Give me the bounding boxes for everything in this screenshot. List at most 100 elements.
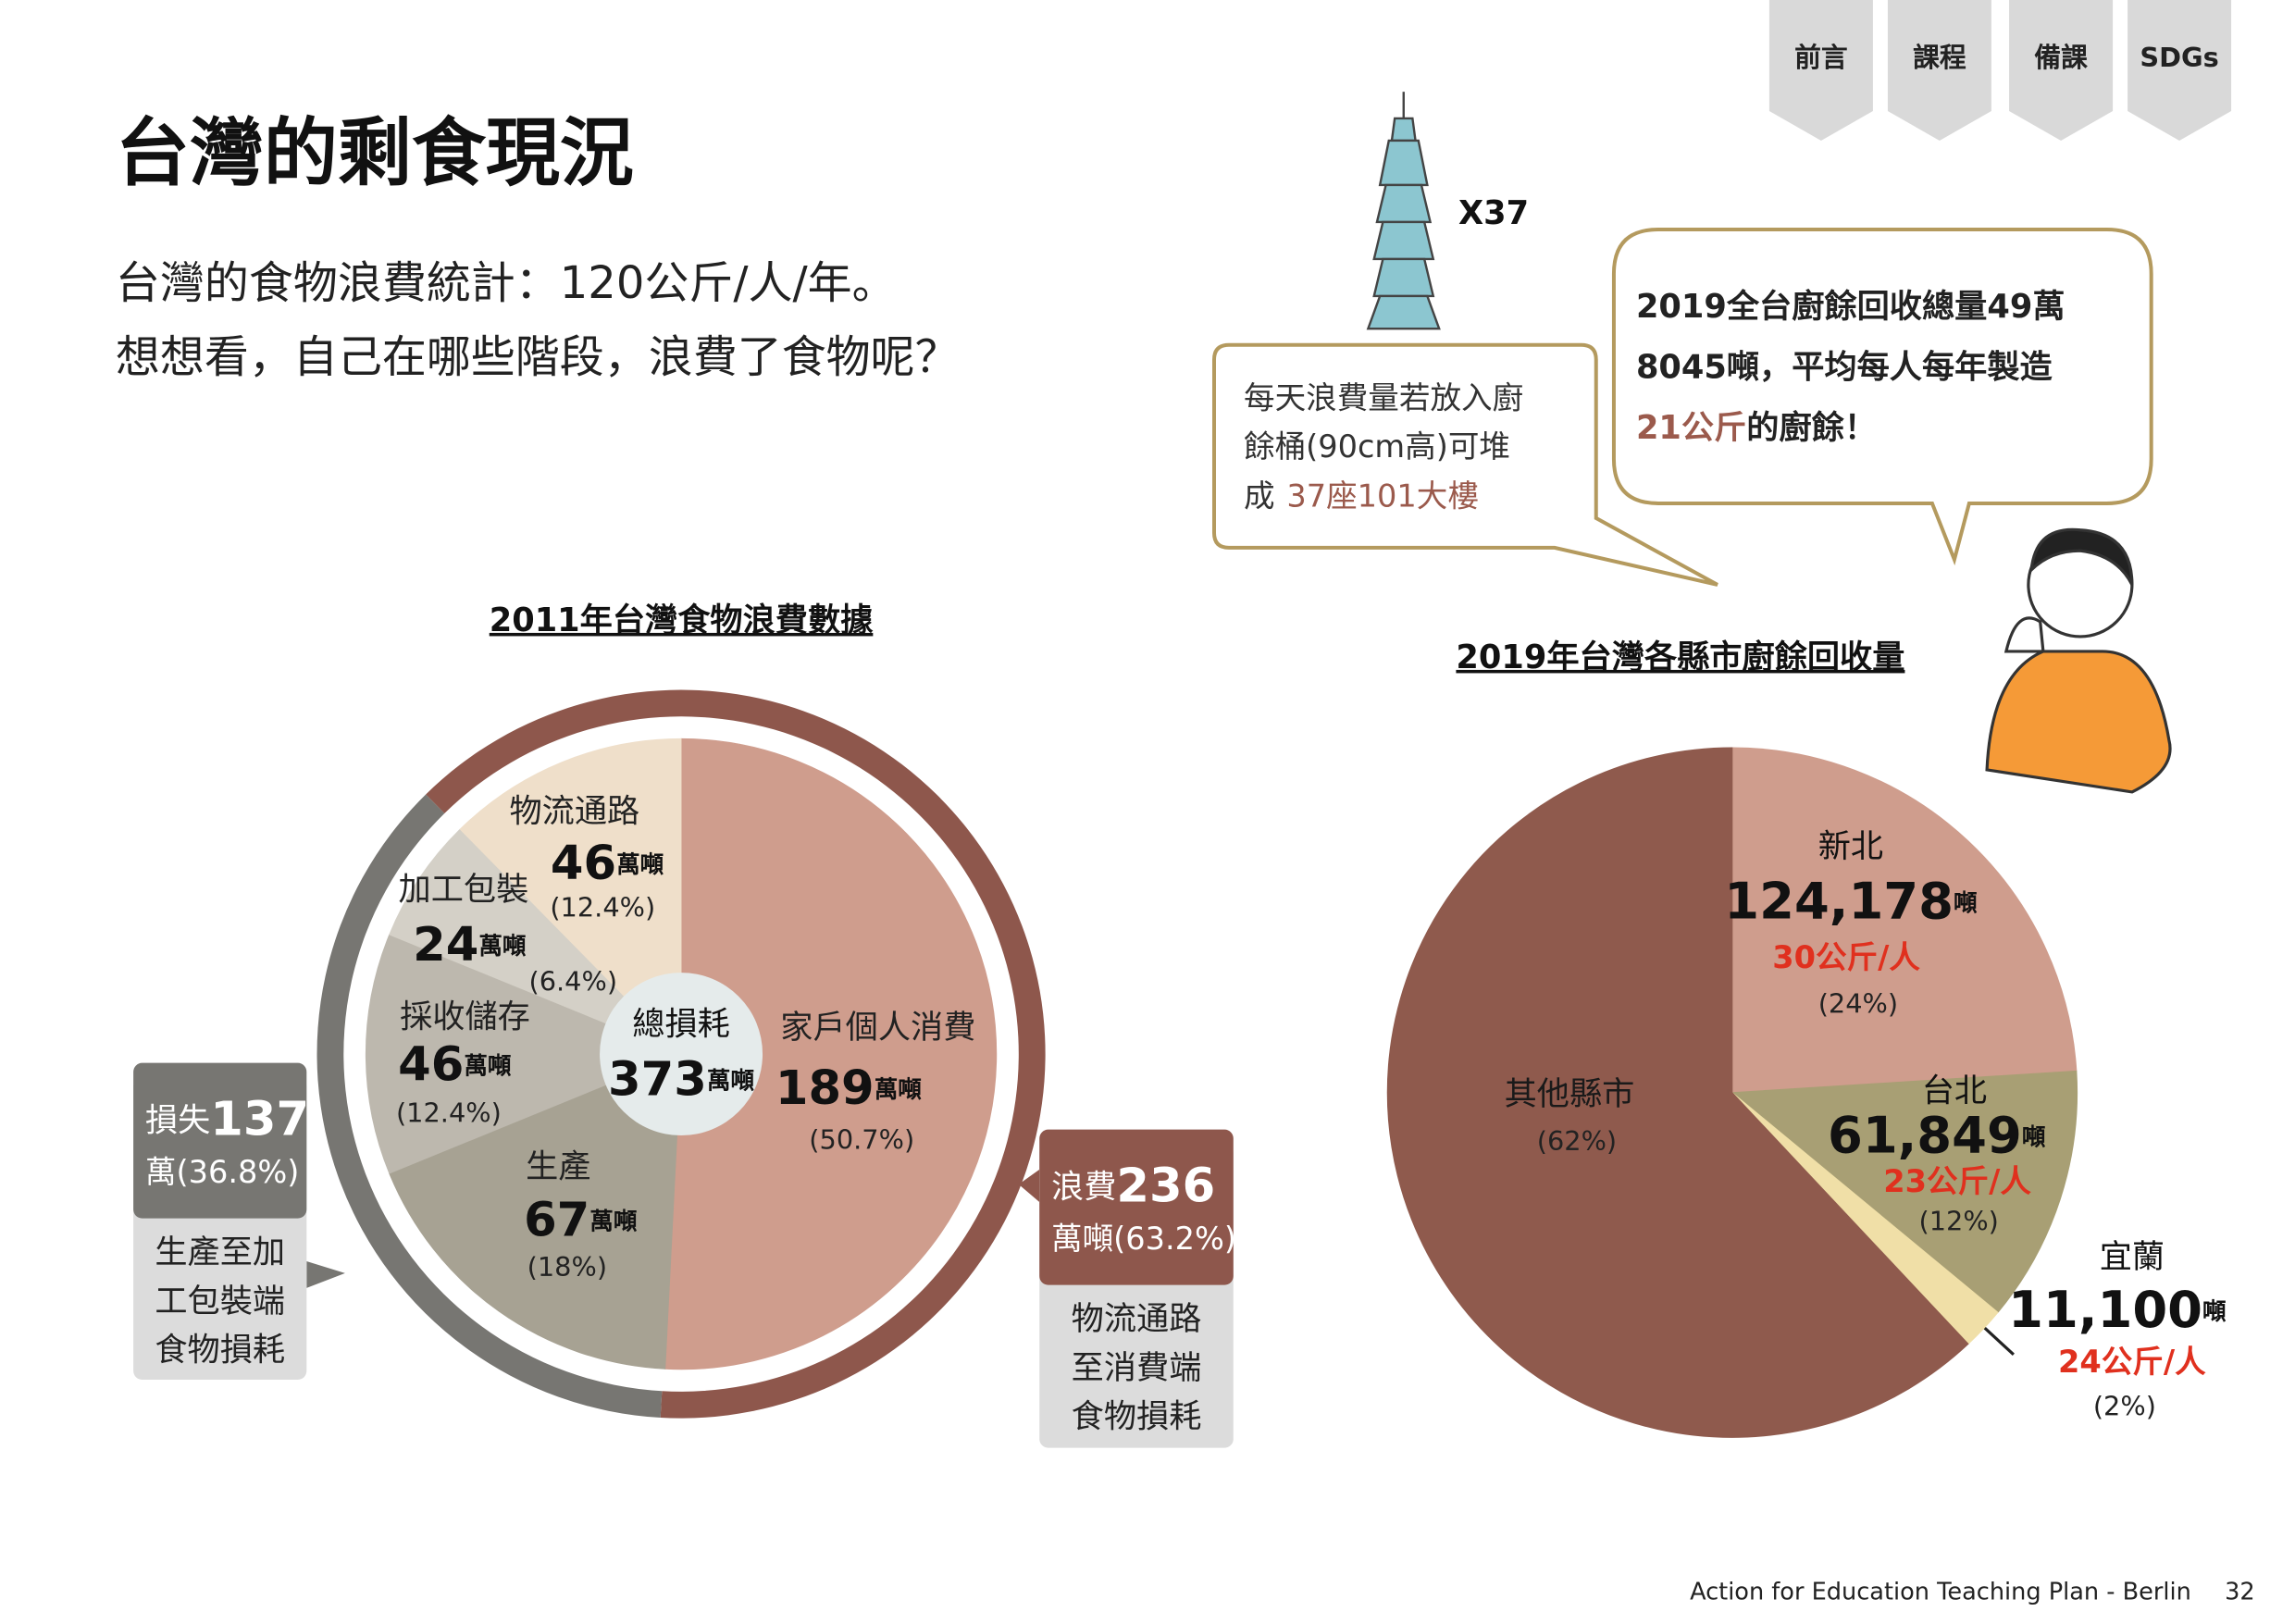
bubble-text: 8045噸，平均每人每年製造: [1636, 348, 2053, 386]
center-total-unit: 萬噸: [707, 1067, 755, 1095]
slice-tonnage-unit: 噸: [2022, 1123, 2046, 1151]
slice-percent: (12.4%): [550, 891, 655, 923]
tower-illustration: [1366, 92, 1441, 330]
ring-segment: [316, 794, 663, 1418]
callout-note: 至消費端: [1072, 1349, 1202, 1387]
callout-note: 物流通路: [1072, 1300, 1202, 1338]
callout-name: 浪費: [1051, 1169, 1116, 1207]
callout-value: 137: [210, 1092, 309, 1147]
slice-name: 生產: [526, 1147, 590, 1185]
slice-value-number: 189: [775, 1060, 875, 1116]
pie-slice: [365, 934, 683, 1174]
slice-tonnage-unit: 噸: [2202, 1298, 2227, 1326]
slice-per-capita: 24公斤/人: [2058, 1344, 2206, 1380]
callout-pointer: [306, 1261, 345, 1288]
bubble-highlight: 21公斤: [1636, 409, 1746, 447]
slice-percent: (12%): [1918, 1205, 1998, 1236]
slice-tonnage: 124,178噸: [1724, 873, 1978, 931]
pie-slice: [664, 738, 998, 1370]
callout-note: 食物損耗: [155, 1332, 285, 1370]
slice-tonnage-number: 11,100: [2008, 1281, 2202, 1339]
slice-name: 物流通路: [509, 792, 639, 830]
slice-tonnage-number: 124,178: [1724, 873, 1954, 931]
slice-value-unit: 萬噸: [616, 851, 664, 879]
slice-value: 189萬噸: [775, 1060, 922, 1116]
speech-bubble-left: [1211, 342, 1718, 587]
ring-segment: [426, 689, 1046, 1419]
nav-tab-label: 課程: [1913, 42, 1966, 73]
center-label: 總損耗: [632, 1006, 730, 1044]
person-illustration: [1985, 527, 2172, 794]
bubble-text: 21公斤的廚餘！: [1636, 409, 1877, 447]
slice-value-number: 67: [524, 1192, 589, 1247]
callout-value: 236: [1116, 1159, 1215, 1214]
center-circle: [600, 973, 763, 1136]
pie-slice: [389, 1053, 682, 1370]
slice-percent: (62%): [1537, 1125, 1617, 1157]
bubble-text: 餘桶(90cm高)可堆: [1244, 428, 1510, 465]
speech-bubble-right: [1611, 227, 2153, 566]
callout-box: [1039, 1129, 1234, 1285]
nav-tab: [2009, 0, 2114, 141]
slice-percent: (18%): [527, 1251, 607, 1283]
bubble-text: 成: [1244, 477, 1275, 514]
slice-percent: (2%): [2093, 1390, 2156, 1421]
slice-value: 67萬噸: [524, 1192, 638, 1247]
slice-name: 家戶個人消費: [780, 1009, 975, 1047]
slice-value-unit: 萬噸: [464, 1052, 512, 1080]
slice-value-unit: 萬噸: [875, 1076, 923, 1104]
callout-note: 生產至加: [155, 1233, 285, 1271]
nav-tab-label: SDGs: [2140, 42, 2218, 73]
pie-slice: [459, 738, 682, 1056]
slice-tonnage: 61,849噸: [1828, 1106, 2046, 1164]
callout-pointer: [1018, 1169, 1040, 1203]
slice-name: 其他縣市: [1505, 1075, 1635, 1113]
nav-tab: [1768, 0, 1873, 141]
slice-value: 24萬噸: [413, 917, 527, 973]
pie-slice: [389, 828, 682, 1055]
callout-box: [133, 1062, 307, 1219]
slice-percent: (50.7%): [809, 1123, 914, 1155]
callout-title: 損失137: [145, 1092, 309, 1147]
slice-percent: (12.4%): [396, 1097, 502, 1129]
slice-name: 加工包裝: [399, 871, 529, 909]
bubble-text: 每天浪費量若放入廚: [1244, 379, 1523, 415]
slice-per-capita: 30公斤/人: [1772, 939, 1920, 975]
bubble-text: 2019全台廚餘回收總量49萬: [1636, 288, 2066, 326]
pie-slice: [1731, 747, 2078, 1094]
page-title: 台灣的剩食現況: [116, 110, 634, 196]
intro-line: 想想看，自己在哪些階段，浪費了食物呢？: [116, 331, 960, 383]
bubble-text: 成 37座101大樓: [1244, 477, 1479, 514]
nav-tab-label: 前言: [1794, 42, 1848, 73]
bubble-text: 的廚餘！: [1746, 409, 1877, 447]
callout-name: 損失: [145, 1102, 210, 1140]
bubble-highlight: 37座101大樓: [1286, 477, 1479, 514]
slice-tonnage: 11,100噸: [2008, 1281, 2227, 1339]
intro-line: 台灣的食物浪費統計：120公斤/人/年。: [116, 257, 897, 309]
slice-value: 46萬噸: [398, 1036, 512, 1092]
slice-name: 新北: [1818, 828, 1883, 866]
slice-percent: (6.4%): [528, 965, 617, 997]
center-total: 373萬噸: [608, 1051, 754, 1107]
nav-tab: [2128, 0, 2232, 141]
nav-tab: [1887, 0, 1991, 141]
slice-name: 採收儲存: [400, 998, 530, 1036]
slice-tonnage-unit: 噸: [1954, 889, 1978, 917]
footer-text: Action for Education Teaching Plan - Ber…: [1690, 1578, 2191, 1605]
center-total-number: 373: [608, 1051, 707, 1107]
chart-title: 2019年台灣各縣市廚餘回收量: [1456, 638, 1904, 676]
slice-name: 宜蘭: [2100, 1238, 2165, 1276]
callout-share: 萬(36.8%): [145, 1154, 299, 1190]
slice-value-number: 46: [398, 1036, 464, 1092]
callout-title: 浪費236: [1051, 1159, 1215, 1214]
slice-tonnage-number: 61,849: [1828, 1106, 2022, 1164]
callout-note: 工包裝端: [155, 1283, 285, 1320]
pie-slice: [1386, 747, 1969, 1438]
slice-percent: (24%): [1818, 987, 1898, 1019]
pie-slice: [1731, 1070, 2078, 1313]
slice-name: 台北: [1922, 1072, 1987, 1110]
chart-title: 2011年台灣食物浪費數據: [490, 601, 874, 639]
tower-label: X37: [1458, 194, 1529, 232]
slice-value-number: 24: [413, 917, 478, 973]
